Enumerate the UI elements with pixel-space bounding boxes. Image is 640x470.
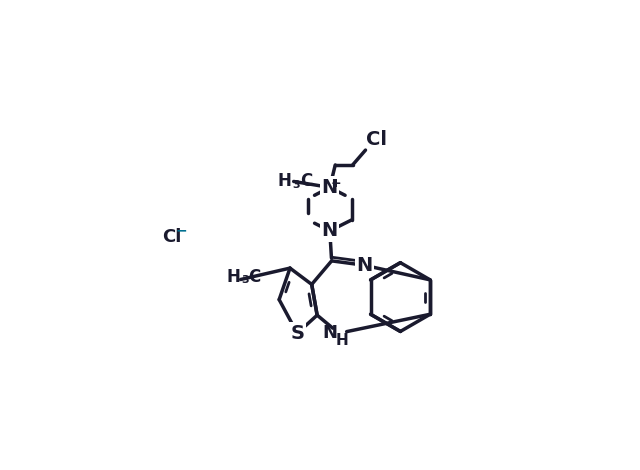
Text: −: − [176,224,188,238]
Text: N: N [356,256,372,275]
Text: S: S [290,324,304,343]
Text: H: H [227,268,241,286]
Text: N: N [323,323,338,342]
Text: C: C [248,268,260,286]
Text: Cl: Cl [162,228,181,246]
Text: C: C [300,172,312,190]
Text: +: + [331,177,342,189]
Text: Cl: Cl [365,130,387,149]
Text: N: N [322,178,338,197]
Text: N: N [322,221,338,240]
Text: H: H [278,172,292,190]
Text: H: H [336,333,349,348]
Text: 3: 3 [292,180,300,190]
Text: 3: 3 [241,275,248,285]
